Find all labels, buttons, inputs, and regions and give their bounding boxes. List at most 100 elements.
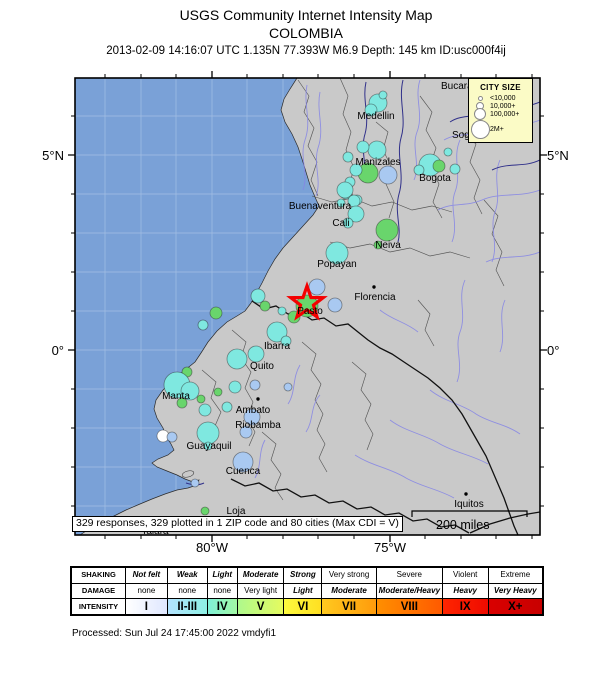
intensity-circle (239, 425, 253, 439)
intensity-circle (342, 151, 354, 163)
processed-timestamp: Processed: Sun Jul 24 17:45:00 2022 vmdy… (72, 628, 277, 639)
intensity-legend-table: SHAKING DAMAGE INTENSITY Not felt none I Weak n… (70, 566, 544, 616)
legend-damage-cell: Very light (237, 582, 284, 599)
intensity-circle (336, 198, 346, 208)
legend-column: Weak none II-III (166, 568, 207, 615)
city-dot (256, 397, 260, 401)
intensity-circle (249, 379, 261, 391)
intensity-circle (200, 506, 210, 516)
legend-shaking-cell: Severe (396, 570, 423, 580)
legend-row-label: SHAKING (81, 570, 116, 580)
intensity-circle (228, 380, 242, 394)
legend-shaking-cell: Light (212, 570, 232, 580)
legend-intensity-cell: VIII (376, 598, 442, 615)
intensity-circle (203, 441, 213, 451)
intensity-circle (336, 181, 354, 199)
city-size-legend: CITY SIZE <10,000 10,000+ 100,000+ 2M+ (468, 78, 533, 143)
city-size-label: 100,000+ (490, 110, 520, 118)
intensity-circle (413, 164, 425, 176)
intensity-circle (347, 205, 365, 223)
city-size-label: <10,000 (490, 94, 516, 102)
city-size-circle (474, 108, 486, 120)
legend-column: Severe Moderate/Heavy VIII (375, 568, 442, 615)
intensity-circle (295, 294, 319, 318)
intensity-circle (432, 159, 446, 173)
map-ticks (68, 71, 547, 542)
intensity-circle (378, 165, 398, 185)
intensity-circle (373, 240, 383, 250)
legend-intensity-cell: VI (284, 598, 322, 615)
legend-intensity-cell: VII (322, 598, 376, 615)
city-dot (372, 285, 376, 289)
lat-label-right-5n: 5°N (547, 148, 569, 163)
intensity-circle (327, 297, 343, 313)
intensity-circles-layer (156, 90, 461, 516)
city-size-label: 10,000+ (490, 102, 516, 110)
city-size-label: 2M+ (490, 125, 504, 133)
status-bar: 329 responses, 329 plotted in 1 ZIP code… (72, 516, 403, 532)
intensity-circle (378, 90, 388, 100)
scale-bar (411, 510, 528, 517)
intensity-circle (247, 345, 265, 363)
intensity-circle (356, 140, 370, 154)
legend-shaking-cell: Weak (176, 570, 198, 580)
intensity-circle (449, 163, 461, 175)
legend-damage-cell: Light (284, 582, 322, 599)
intensity-circle (176, 397, 188, 409)
intensity-circle (347, 194, 361, 208)
legend-damage-cell: none (207, 582, 237, 599)
city-size-circle (470, 119, 490, 139)
lon-label-80w: 80°W (196, 540, 228, 555)
legend-shaking-cell: Not felt (132, 570, 161, 580)
legend-shaking-cell: Very strong (328, 570, 370, 580)
legend-shaking-cell: Strong (290, 570, 316, 580)
epicenter-star (286, 281, 328, 321)
lat-label-left-5n: 5°N (42, 148, 64, 163)
city-size-legend-title: CITY SIZE (480, 83, 521, 92)
legend-damage-cell: none (167, 582, 207, 599)
legend-intensity-cell: IV (207, 598, 237, 615)
gulf-island (181, 470, 195, 478)
event-info: 2013-02-09 14:16:07 UTC 1.135N 77.393W M… (106, 45, 506, 57)
city-dot (464, 492, 468, 496)
city-dots-layer (256, 285, 468, 496)
legend-row-label: DAMAGE (72, 582, 125, 599)
lat-label-left-0: 0° (51, 343, 64, 358)
legend-column: Very strong Moderate VII (321, 568, 376, 615)
legend-damage-cell: none (126, 582, 167, 599)
intensity-circle (198, 403, 212, 417)
legend-damage-cell: Moderate/Heavy (376, 582, 442, 599)
intensity-circle (367, 140, 387, 160)
legend-intensity-cell: II-III (167, 598, 207, 615)
legend-shaking-cell: Moderate (242, 570, 279, 580)
legend-shaking-cell: Extreme (500, 570, 531, 580)
intensity-circle (221, 401, 233, 413)
legend-column: Moderate Very light V (236, 568, 284, 615)
legend-row-label: INTENSITY (72, 598, 125, 614)
intensity-circle (232, 451, 254, 473)
legend-row-labels: SHAKING DAMAGE INTENSITY (72, 568, 125, 614)
intensity-circle (325, 241, 349, 265)
intensity-circle (443, 147, 453, 157)
legend-column: Violent Heavy IX (441, 568, 488, 615)
intensity-circle (197, 319, 209, 331)
intensity-circle (259, 300, 271, 312)
legend-column: Strong Light VI (283, 568, 322, 615)
intensity-circle (180, 381, 200, 401)
intensity-circle (308, 278, 326, 296)
legend-column: Light none IV (206, 568, 237, 615)
lat-label-right-0: 0° (547, 343, 560, 358)
legend-column: Extreme Very Heavy X+ (487, 568, 542, 615)
intensity-circle (250, 288, 266, 304)
intensity-circle (226, 348, 248, 370)
intensity-circle (283, 382, 293, 392)
legend-damage-cell: Heavy (442, 582, 488, 599)
region-title: COLOMBIA (269, 25, 343, 41)
intensity-circle (375, 218, 399, 242)
scale-label: 200 miles (436, 518, 490, 532)
legend-damage-cell: Moderate (322, 582, 376, 599)
legend-damage-cell: Very Heavy (488, 582, 542, 599)
legend-shaking-cell: Violent (453, 570, 478, 580)
